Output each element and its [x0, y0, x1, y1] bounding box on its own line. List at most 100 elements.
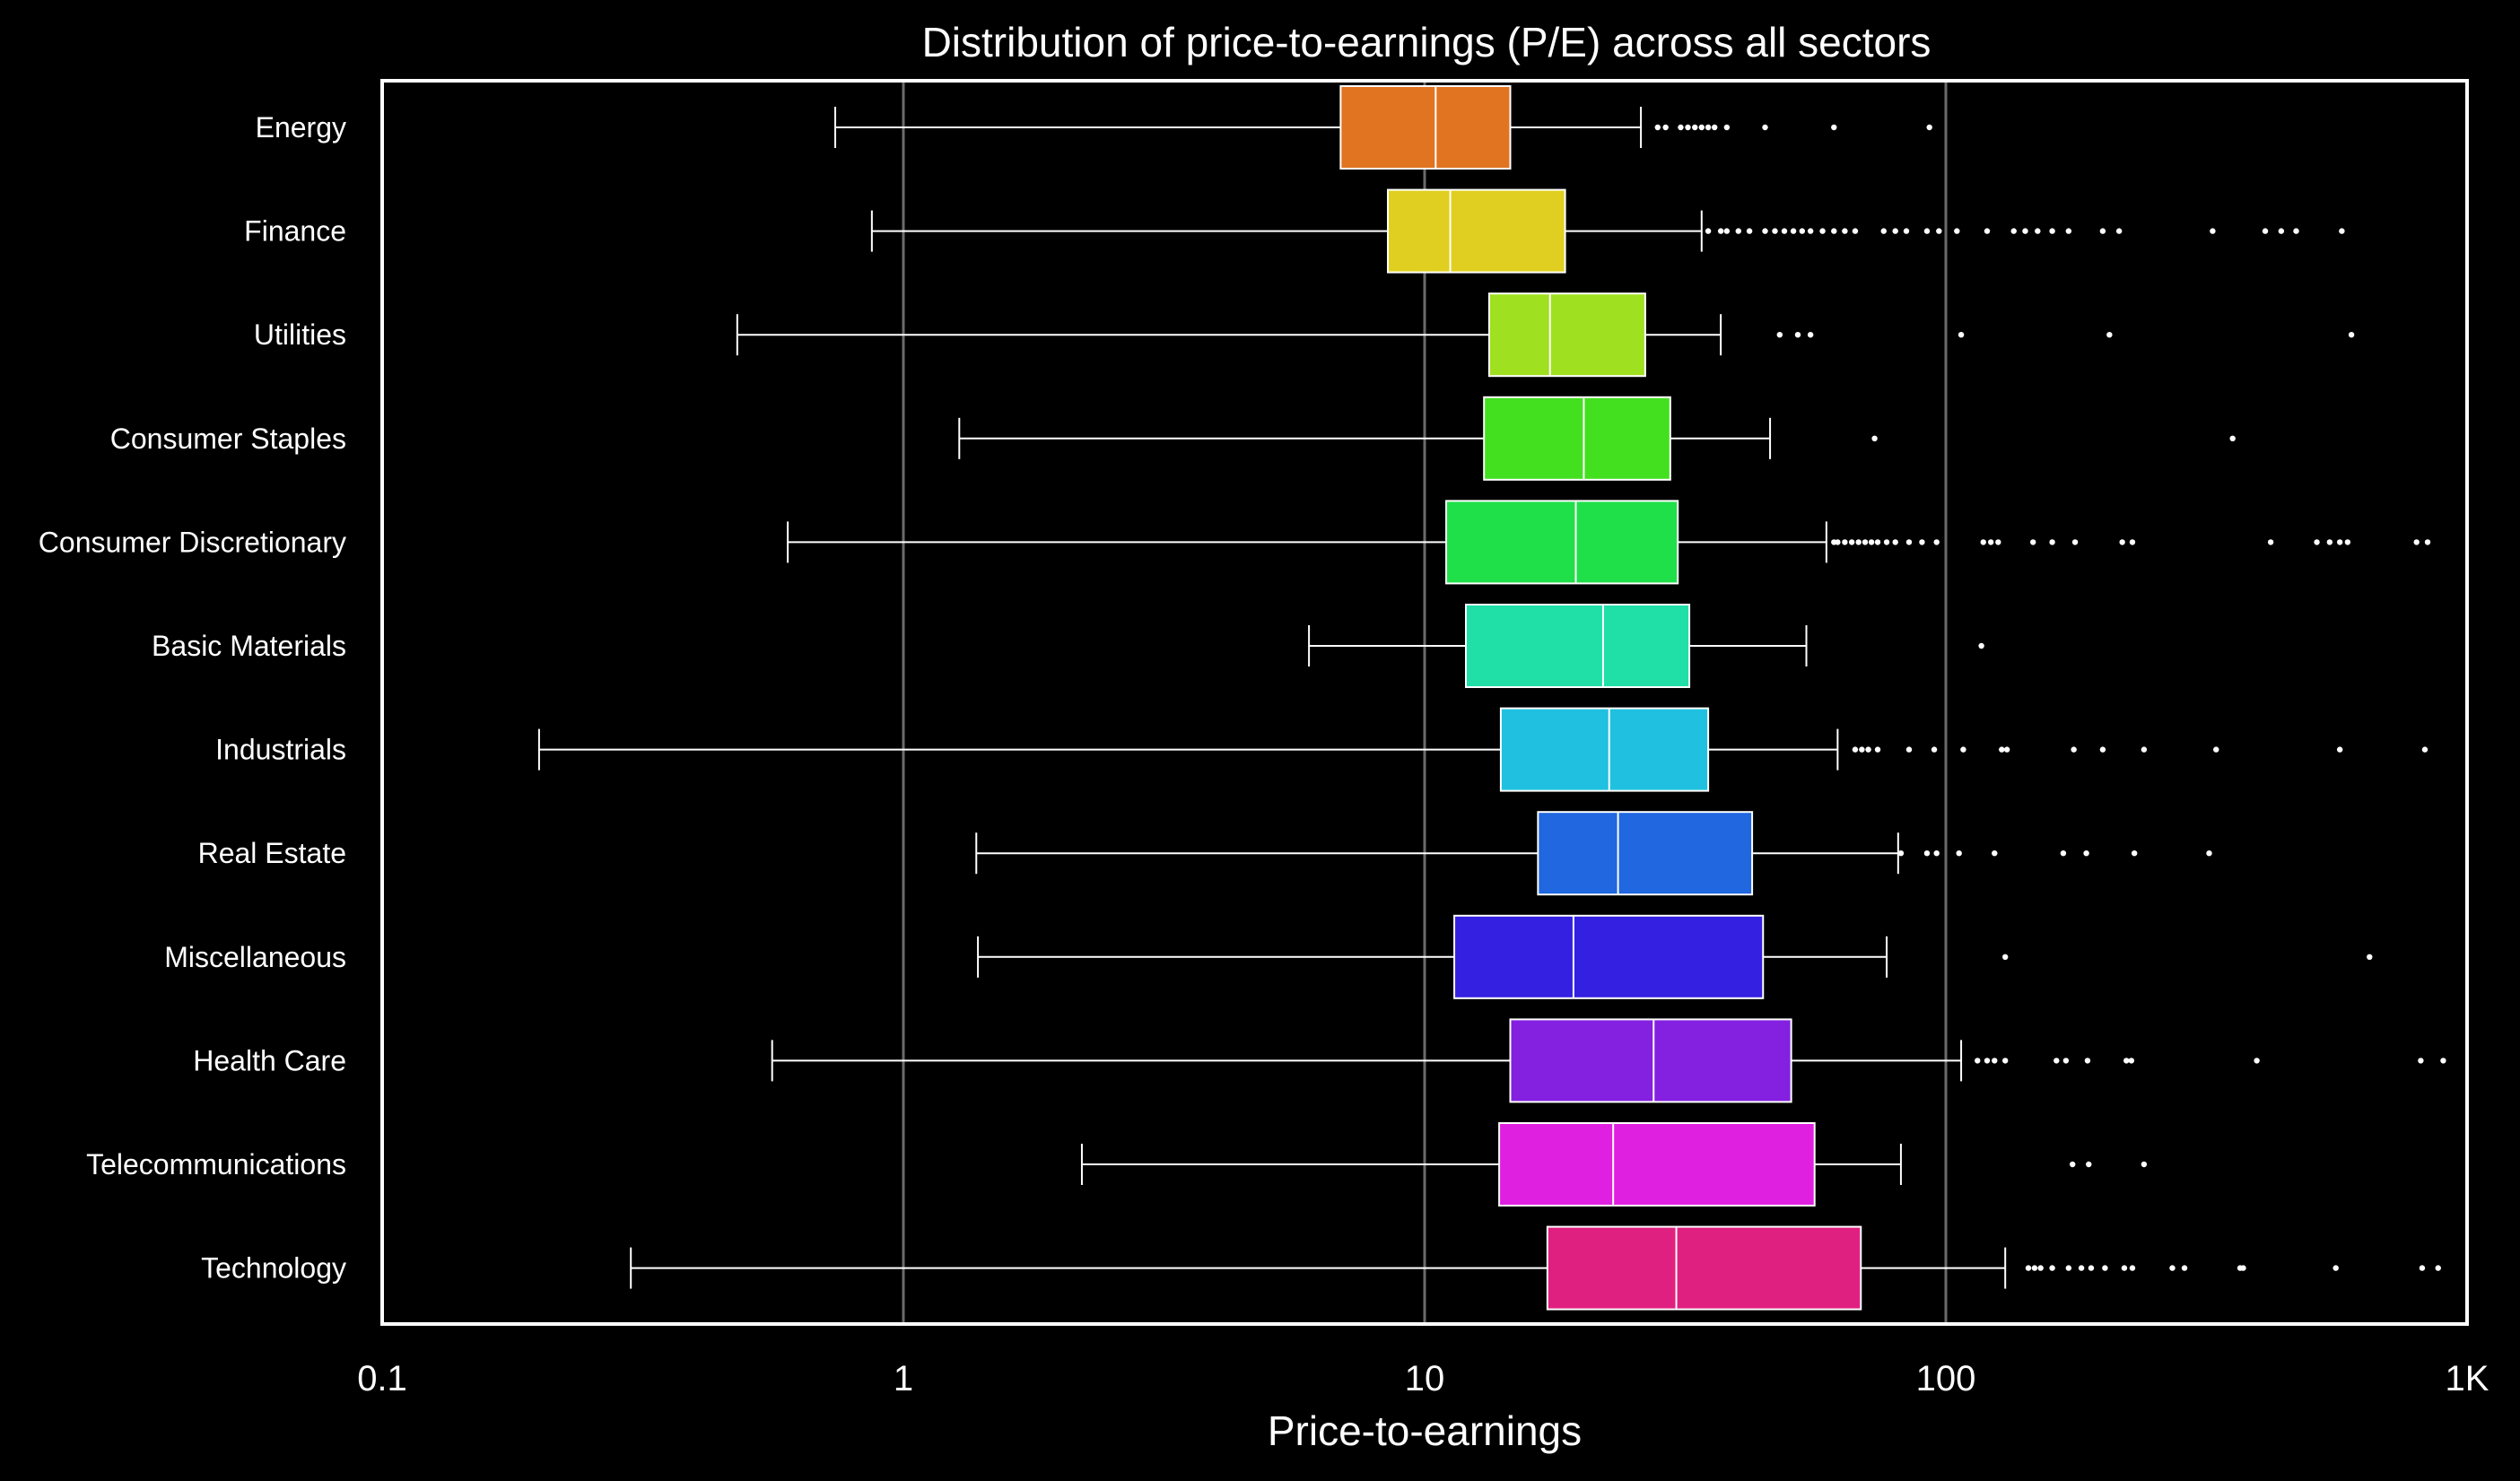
outlier-point [2206, 850, 2212, 857]
outlier-point [1794, 332, 1801, 338]
outlier-point [2141, 1161, 2148, 1168]
outlier-point [1842, 539, 1848, 545]
outlier-point [2002, 1058, 2009, 1064]
plot-frame [380, 79, 2469, 1326]
outlier-point [1868, 539, 1875, 545]
outlier-point [2106, 332, 2113, 338]
outlier-point [1874, 539, 1881, 545]
outlier-point [1859, 746, 1865, 753]
outlier-point [2086, 1161, 2092, 1168]
outlier-point [1819, 228, 1826, 234]
outlier-point [2419, 1265, 2426, 1271]
outlier-point [2424, 539, 2431, 545]
outlier-point [2031, 1265, 2038, 1271]
outlier-point [2022, 228, 2028, 234]
box-group-consumer-staples [958, 396, 2236, 481]
outlier-point [2002, 954, 2009, 961]
outlier-point [2344, 539, 2351, 545]
outlier-point [2060, 850, 2067, 857]
x-tick-labels: 0.1 1 10 100 1K [357, 1359, 2489, 1398]
outlier-point [1685, 124, 1691, 131]
box-group-miscellaneous [977, 914, 2373, 999]
outlier-point [2418, 1058, 2424, 1064]
outlier-point [1883, 539, 1890, 545]
outlier-point [1842, 228, 1848, 234]
outlier-point [2336, 746, 2343, 753]
iqr-box [1483, 396, 1671, 481]
outlier-point [2169, 1265, 2176, 1271]
outlier-point [1958, 332, 1965, 338]
iqr-box [1487, 292, 1646, 378]
iqr-box [1453, 914, 1765, 999]
outlier-point [2293, 228, 2299, 234]
iqr-box [1465, 604, 1691, 688]
x-tick-label: 1 [894, 1359, 913, 1398]
outlier-point [1984, 1058, 1991, 1064]
outlier-point [1807, 332, 1814, 338]
outlier-point [1772, 228, 1778, 234]
outlier-point [2339, 228, 2345, 234]
outlier-point [2129, 1265, 2136, 1271]
outlier-point [1905, 746, 1913, 753]
category-label: Utilities [254, 318, 346, 351]
outlier-point [1790, 228, 1797, 234]
box-group-health-care [771, 1018, 2446, 1103]
outlier-point [1852, 228, 1859, 234]
outlier-point [2413, 539, 2420, 545]
outlier-point [2348, 332, 2355, 338]
outlier-point [1852, 746, 1859, 753]
outlier-point [2010, 228, 2017, 234]
outlier-point [2367, 954, 2373, 961]
outlier-point [1831, 228, 1837, 234]
outlier-point [1776, 332, 1783, 338]
outlier-point [1905, 539, 1913, 545]
box-layer [537, 85, 2446, 1311]
outlier-point [2083, 850, 2089, 857]
box-group-consumer-discretionary [787, 500, 2431, 585]
outlier-point [1762, 228, 1768, 234]
grid-layer [902, 81, 1948, 1324]
outlier-point [2123, 1058, 2130, 1064]
outlier-point [1874, 746, 1881, 753]
outlier-point [1897, 850, 1905, 857]
category-label: Real Estate [198, 837, 346, 869]
outlier-point [1926, 124, 1932, 131]
outlier-point [1654, 124, 1661, 131]
box-group-telecommunications [1080, 1122, 2148, 1207]
outlier-point [2065, 228, 2072, 234]
outlier-point [1692, 124, 1698, 131]
outlier-point [1871, 435, 1878, 441]
category-label: Technology [201, 1252, 346, 1285]
outlier-point [2121, 1265, 2128, 1271]
outlier-point [1978, 642, 1984, 649]
outlier-point [2141, 746, 2148, 753]
outlier-point [1735, 228, 1741, 234]
outlier-point [2440, 1058, 2446, 1064]
outlier-point [1980, 539, 1986, 545]
outlier-point [1892, 228, 1898, 234]
outlier-point [2254, 1058, 2260, 1064]
outlier-point [1999, 746, 2005, 753]
outlier-point [1807, 228, 1814, 234]
outlier-point [2119, 539, 2125, 545]
iqr-box [1339, 85, 1512, 170]
iqr-box [1386, 188, 1566, 274]
outlier-point [2071, 539, 2079, 545]
outlier-point [1931, 746, 1938, 753]
outlier-point [1933, 850, 1940, 857]
category-labels: Energy Finance Utilities Consumer Staples Co… [39, 111, 346, 1285]
outlier-point [1855, 539, 1862, 545]
chart-title: Distribution of price-to-earnings (P/E) … [922, 19, 1931, 65]
outlier-point [2099, 228, 2106, 234]
category-label: Basic Materials [152, 630, 346, 662]
outlier-point [1903, 228, 1910, 234]
outlier-point [1960, 746, 1966, 753]
outlier-point [2037, 1265, 2044, 1271]
outlier-point [2099, 746, 2106, 753]
iqr-box [1546, 1225, 1862, 1311]
outlier-point [2062, 1058, 2070, 1064]
outlier-point [2070, 1161, 2076, 1168]
outlier-point [1992, 850, 1998, 857]
box-group-real-estate [975, 811, 2212, 896]
